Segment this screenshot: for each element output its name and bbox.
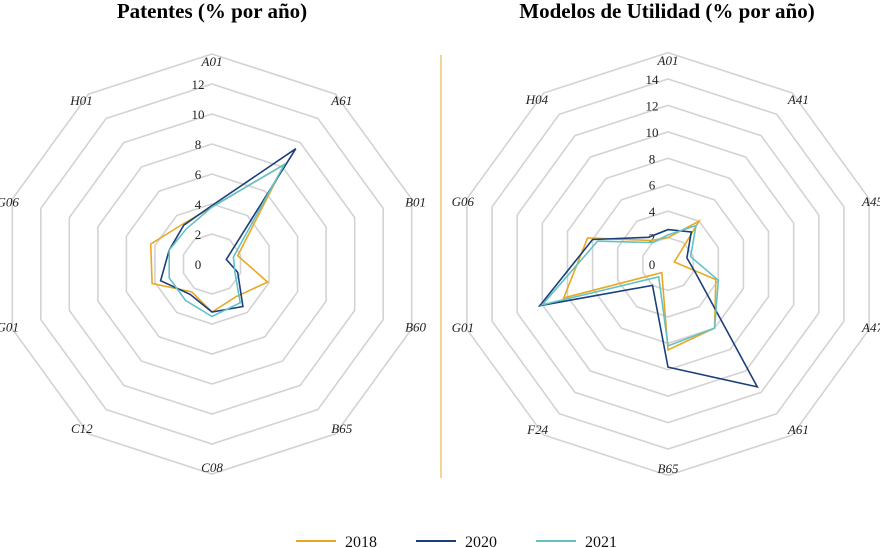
patentes-category-label-b65: B65 (331, 421, 352, 436)
modelos-grid-ring-2 (642, 236, 694, 292)
patentes-category-label-a01: A01 (201, 54, 223, 69)
modelos-tick-label-4: 4 (649, 204, 656, 219)
radar-chart-modelos-utilidad: 0 2 4 6 8 10 12 14 A01 A41 A45 A47 A61 B65 F24 G01 G06 H0… (452, 51, 880, 477)
legend-item-2018: 2018 (296, 534, 377, 548)
patentes-category-label-g06: G06 (0, 194, 19, 209)
patentes-series-2021 (168, 162, 287, 318)
modelos-category-label-a45: A45 (861, 194, 880, 209)
modelos-series-2021 (540, 224, 720, 348)
patentes-tick-label-2: 2 (195, 227, 202, 242)
modelos-category-label-a41: A41 (787, 92, 809, 107)
modelos-grid-ring-12 (516, 104, 820, 424)
patentes-category-label-b01: B01 (405, 194, 426, 209)
modelos-grid-ring-4 (616, 210, 720, 318)
modelos-tick-label-0: 0 (649, 257, 656, 272)
patentes-tick-label-8: 8 (195, 137, 202, 152)
modelos-grid-outer-frame (466, 51, 870, 477)
modelos-tick-label-2: 2 (649, 231, 656, 246)
patentes-grid-ring-2 (182, 233, 242, 295)
modelos-category-label-a01: A01 (657, 53, 679, 68)
modelos-tick-label-10: 10 (646, 125, 659, 140)
modelos-tick-label-12: 12 (646, 98, 659, 113)
patentes-tick-label-10: 10 (192, 107, 205, 122)
modelos-tick-label-6: 6 (649, 178, 656, 193)
patentes-tick-label-6: 6 (195, 167, 202, 182)
patentes-category-label-a61: A61 (330, 93, 352, 108)
patentes-grid-ring-8 (97, 143, 327, 385)
modelos-tick-label-8: 8 (649, 151, 656, 166)
patentes-grid-ring-4 (154, 203, 270, 325)
legend-label-2021: 2021 (585, 534, 617, 548)
modelos-category-label-a61: A61 (787, 422, 809, 437)
modelos-category-label-g06: G06 (452, 194, 475, 209)
legend-label-2020: 2020 (465, 534, 497, 548)
radar-chart-patentes: 0 2 4 6 8 10 12 A01 A61 B01 B60 B65 C08 C12 G01 G06 H01 (0, 53, 427, 475)
patentes-category-label-c12: C12 (71, 421, 93, 436)
modelos-category-label-h04: H04 (525, 92, 549, 107)
patentes-tick-label-0: 0 (195, 257, 202, 272)
legend-label-2018: 2018 (345, 534, 377, 548)
modelos-grid-ring-8 (566, 157, 770, 371)
modelos-category-label-g01: G01 (452, 320, 474, 335)
patentes-category-label-h01: H01 (69, 93, 92, 108)
modelos-tick-label-14: 14 (646, 72, 660, 87)
patentes-category-label-c08: C08 (201, 460, 223, 475)
patentes-category-label-b60: B60 (405, 320, 426, 335)
modelos-category-label-f24: F24 (526, 422, 548, 437)
patentes-series-2020 (159, 148, 297, 313)
patentes-grid-ring-12 (39, 83, 385, 445)
patentes-grid-ring-6 (125, 173, 299, 355)
modelos-category-label-b65: B65 (658, 461, 679, 476)
modelos-category-label-a47: A47 (861, 320, 880, 335)
chart-title-modelos-utilidad: Modelos de Utilidad (% por año) (519, 0, 814, 23)
legend: 2018 2020 2021 (296, 534, 617, 548)
patentes-tick-label-12: 12 (192, 77, 205, 92)
modelos-grid-ring-14 (491, 78, 845, 450)
modelos-series-2020 (537, 228, 759, 389)
legend-item-2020: 2020 (416, 534, 497, 548)
chart-title-patentes: Patentes (% por año) (117, 0, 307, 23)
patentes-grid-outer-frame (11, 53, 413, 475)
patentes-tick-label-4: 4 (195, 197, 202, 212)
modelos-grid-ring-10 (541, 131, 795, 397)
patentes-grid-ring-10 (68, 113, 356, 415)
patentes-category-label-g01: G01 (0, 320, 19, 335)
legend-item-2021: 2021 (536, 534, 617, 548)
